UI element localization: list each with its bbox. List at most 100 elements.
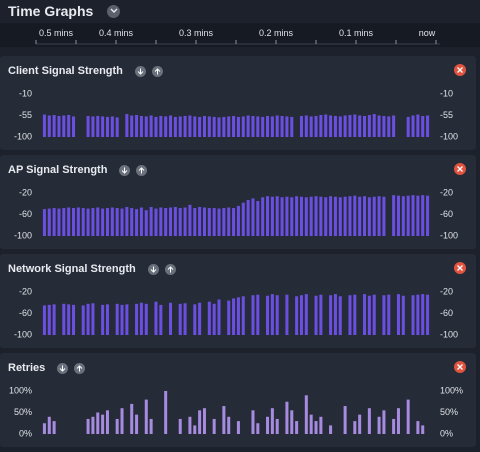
bar [115, 418, 119, 434]
move-up-button[interactable] [74, 362, 86, 374]
bar [159, 207, 163, 236]
bar [406, 399, 410, 434]
icon [76, 364, 83, 371]
icon [122, 167, 128, 174]
bar [212, 208, 216, 236]
bar [154, 116, 158, 137]
time-label: now [419, 28, 436, 38]
close-button[interactable] [454, 361, 466, 373]
bar [47, 115, 51, 137]
bar [173, 206, 177, 236]
bar [81, 305, 85, 335]
bar [348, 295, 352, 335]
bar [256, 116, 260, 137]
bar [105, 116, 109, 137]
move-up-button[interactable] [164, 263, 176, 275]
y-tick-label: -10 [19, 88, 32, 98]
bar [266, 416, 270, 434]
bar [198, 302, 202, 335]
bar [363, 196, 367, 236]
bar [406, 195, 410, 236]
bar [319, 115, 323, 137]
bar [91, 416, 95, 434]
close-button[interactable] [454, 163, 466, 175]
move-down-button[interactable] [119, 164, 131, 176]
bar [285, 196, 289, 236]
bar [299, 295, 303, 335]
bar [236, 116, 240, 137]
time-label: 0.5 mins [39, 28, 74, 38]
bar [275, 418, 279, 434]
bar [217, 208, 221, 236]
bar [392, 115, 396, 137]
move-up-button[interactable] [136, 164, 148, 176]
bar [91, 208, 95, 236]
bar [319, 294, 323, 335]
y2-tick-label: -10 [440, 88, 453, 98]
y2-tick-label: -100 [440, 230, 458, 240]
bar [387, 294, 391, 335]
bar [329, 295, 333, 335]
bar [86, 115, 90, 137]
icon [137, 68, 144, 75]
bar [353, 114, 357, 137]
bar [110, 116, 114, 137]
bar [222, 406, 226, 434]
move-down-button[interactable] [134, 65, 146, 77]
bar [202, 115, 206, 137]
bar [382, 115, 386, 137]
time-axis: 0.5 mins 0.4 mins 0.3 mins 0.2 mins 0.1 mins… [0, 23, 480, 47]
bar [72, 116, 76, 137]
bar [193, 208, 197, 236]
bar [314, 421, 318, 434]
bar [96, 207, 100, 236]
bar [222, 116, 226, 137]
bar [105, 304, 109, 335]
bar [178, 303, 182, 335]
bar [396, 195, 400, 236]
panel-header: AP Signal Strength [0, 155, 476, 185]
bar [285, 294, 289, 335]
bar [42, 305, 46, 335]
move-down-button[interactable] [57, 362, 69, 374]
bar [426, 195, 430, 236]
bar [329, 196, 333, 236]
bar [222, 208, 226, 236]
icon [59, 365, 66, 372]
bar [275, 196, 279, 236]
bar [183, 303, 187, 335]
bar [353, 195, 357, 236]
move-down-button[interactable] [147, 263, 159, 275]
bar [130, 115, 134, 137]
bar [232, 115, 236, 137]
close-button[interactable] [454, 64, 466, 76]
bar [188, 416, 192, 434]
bar [173, 116, 177, 137]
bar [139, 115, 143, 137]
bar [236, 205, 240, 236]
collapse-button[interactable] [107, 4, 121, 18]
y-tick-label: -55 [19, 110, 32, 120]
bar [333, 196, 337, 236]
icon [457, 364, 463, 370]
bar [396, 408, 400, 434]
bar [227, 207, 231, 236]
close-button[interactable] [454, 262, 466, 274]
bar [251, 410, 255, 434]
bar [421, 195, 425, 236]
bar [57, 208, 61, 236]
bar [314, 295, 318, 335]
bar [304, 197, 308, 236]
page-title: Time Graphs [8, 3, 94, 19]
bar [227, 116, 231, 137]
bar [256, 294, 260, 335]
move-up-button[interactable] [151, 65, 163, 77]
bar [275, 115, 279, 137]
bar [241, 202, 245, 236]
bar [367, 115, 371, 137]
bar [363, 115, 367, 137]
bar [367, 295, 371, 335]
icon [167, 265, 174, 272]
bar [367, 408, 371, 434]
bar [164, 391, 168, 434]
